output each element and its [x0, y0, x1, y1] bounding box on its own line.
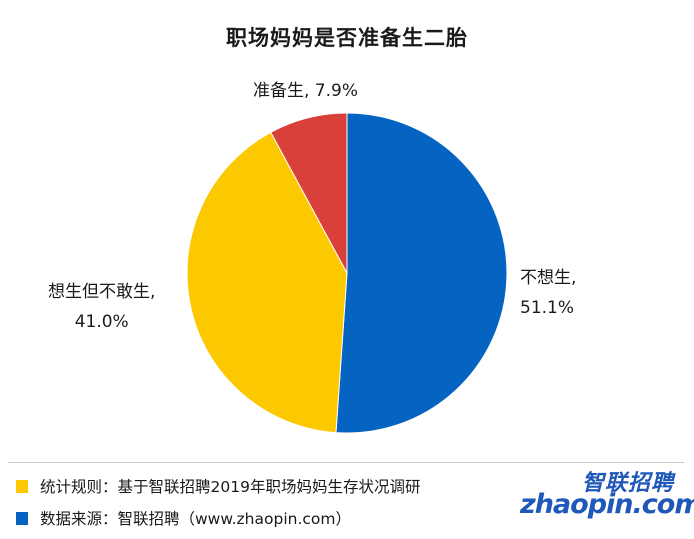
label-xiang-name: 想生但不敢生,: [48, 282, 156, 302]
note-source-marker: [16, 511, 28, 525]
logo-cn-text: 智联招聘: [581, 471, 674, 496]
pie-slice-0: [335, 112, 508, 434]
label-buxiang-value: 51.1%: [520, 298, 575, 318]
zhaopin-logo: 智联招聘 zhaopin.com: [520, 465, 694, 527]
note-rule-text: 统计规则：基于智联招聘2019年职场妈妈生存状况调研: [40, 478, 421, 496]
label-buxiang: 不想生, 51.1%: [520, 263, 576, 323]
pie-slice-2: [270, 112, 348, 274]
label-xiang: 想生但不敢生, 41.0%: [48, 277, 155, 337]
pie-slice-1: [186, 131, 348, 434]
note-rule-marker: [16, 479, 28, 493]
label-zhunbei: 准备生, 7.9%: [253, 81, 358, 101]
note-source: 数据来源：智联招聘（www.zhaopin.com）: [16, 507, 351, 529]
note-source-text: 数据来源：智联招聘（www.zhaopin.com）: [40, 510, 351, 528]
footer-divider: [8, 462, 684, 463]
label-buxiang-name: 不想生,: [520, 268, 577, 288]
chart-title: 职场妈妈是否准备生二胎: [226, 26, 468, 50]
logo-en-text: zhaopin.com: [520, 489, 694, 520]
label-xiang-value: 41.0%: [74, 312, 129, 332]
note-rule: 统计规则：基于智联招聘2019年职场妈妈生存状况调研: [16, 475, 420, 497]
